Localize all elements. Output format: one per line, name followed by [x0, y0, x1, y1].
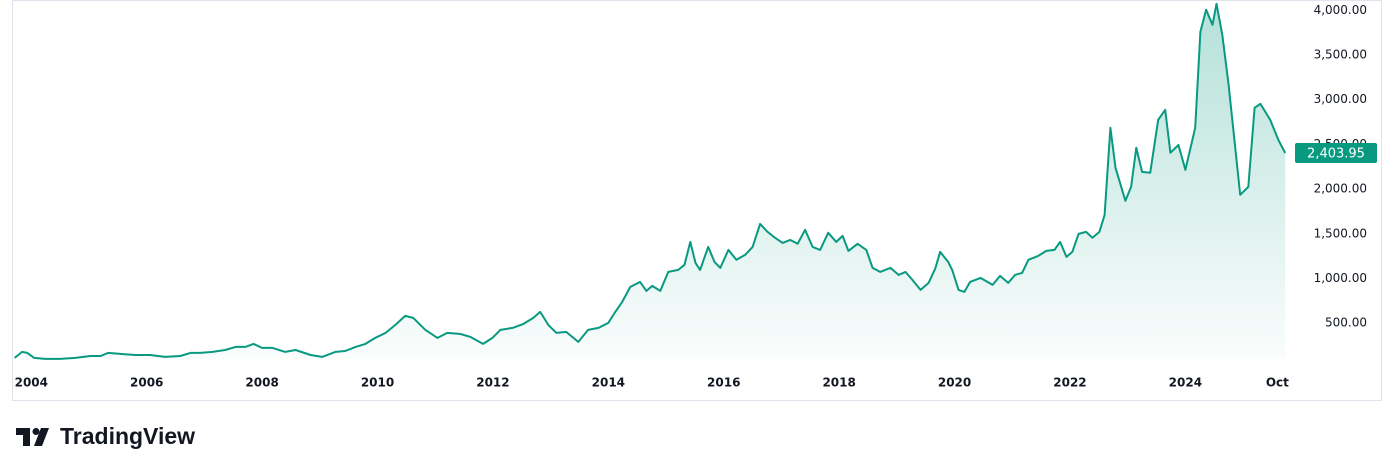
x-tick-label: 2016 [707, 376, 740, 390]
x-tick-label: 2022 [1053, 376, 1086, 390]
y-tick-label: 3,000.00 [1314, 92, 1367, 106]
x-tick-label: 2012 [476, 376, 509, 390]
x-tick-label: Oct [1266, 376, 1289, 390]
y-tick-label: 4,000.00 [1314, 3, 1367, 17]
y-tick-label: 1,500.00 [1314, 226, 1367, 240]
x-tick-label: 2008 [245, 376, 278, 390]
logo[interactable]: TradingView [16, 423, 195, 449]
plot-area: 500.001,000.001,500.002,000.002,500.003,… [13, 2, 1377, 390]
last-price-box [1295, 142, 1377, 163]
y-tick-label: 3,500.00 [1314, 47, 1367, 61]
x-tick-label: 2010 [361, 376, 394, 390]
logo-icon [34, 428, 49, 446]
x-tick-label: 2014 [592, 376, 625, 390]
chart-frame [12, 0, 1382, 401]
x-tick-label: 2006 [130, 376, 163, 390]
last-price-label: 2,403.95 [1307, 146, 1365, 161]
logo-icon [32, 428, 40, 435]
logo-icon [16, 428, 30, 446]
brand-name: TradingView [60, 423, 195, 449]
x-tick-label: 2004 [15, 376, 48, 390]
y-tick-label: 1,000.00 [1314, 271, 1367, 285]
y-tick-label: 2,000.00 [1314, 182, 1367, 196]
x-tick-label: 2018 [822, 376, 855, 390]
area-fill [14, 3, 1286, 360]
x-tick-label: 2020 [938, 376, 971, 390]
y-tick-label: 500.00 [1325, 316, 1367, 330]
price-line [13, 2, 1287, 360]
x-tick-label: 2024 [1169, 376, 1202, 390]
